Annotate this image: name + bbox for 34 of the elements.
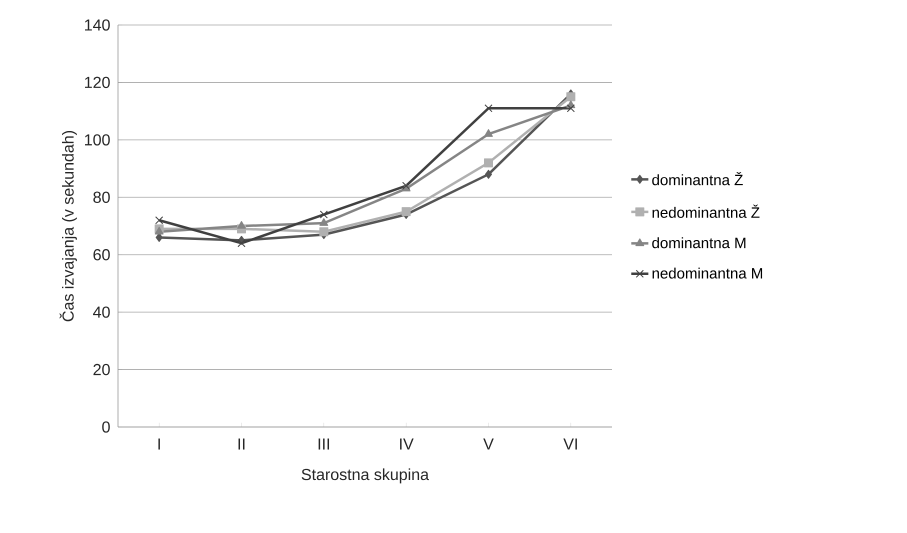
point	[154, 226, 164, 234]
y-tick-label: 20	[93, 364, 110, 376]
point	[319, 218, 328, 226]
y-tick-label: 100	[84, 134, 110, 146]
x-tick-label: IV	[400, 438, 414, 450]
point	[320, 210, 328, 219]
point	[484, 158, 493, 168]
x-tick-label: V	[483, 438, 494, 450]
point	[566, 92, 576, 102]
y-tick-label: 0	[102, 421, 110, 433]
x-tick-label: II	[238, 438, 244, 450]
legend-label: dominantna Ž	[652, 172, 743, 186]
y-tick-label: 80	[93, 192, 110, 203]
y-tick-label: 120	[84, 76, 110, 88]
point	[155, 216, 164, 224]
x-axis-title: Starostna skupina	[302, 468, 430, 484]
point	[319, 227, 328, 236]
x-tick-label: III	[318, 438, 330, 450]
point	[484, 104, 493, 112]
y-tick-label: 40	[93, 306, 110, 318]
y-axis-title: Čas izvajanja (v sekundah)	[60, 131, 77, 322]
point	[402, 207, 411, 216]
point	[237, 239, 246, 248]
legend-label: dominantna M	[652, 237, 746, 248]
point	[566, 104, 575, 112]
point	[484, 129, 493, 137]
y-tick-label: 140	[84, 19, 110, 31]
point	[485, 170, 492, 179]
point	[237, 221, 246, 229]
legend-label: nedominantna M	[652, 268, 762, 279]
x-tick-label: I	[158, 438, 160, 450]
legend-label: nedominantna Ž	[652, 204, 760, 218]
x-tick-label: VI	[563, 438, 577, 450]
y-tick-label: 60	[93, 249, 110, 260]
